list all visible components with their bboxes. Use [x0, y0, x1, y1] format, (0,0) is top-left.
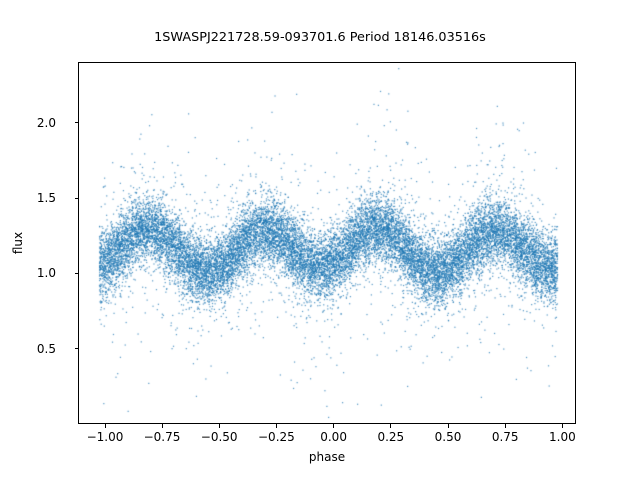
xtick-mark: [504, 424, 506, 428]
ytick-label: 1.5: [36, 191, 56, 205]
xtick-mark: [218, 424, 220, 428]
xtick-mark: [561, 424, 563, 428]
xtick-label: 0.75: [491, 430, 519, 444]
xtick-mark: [447, 424, 449, 428]
ytick-label: 2.0: [36, 115, 56, 130]
xtick-mark: [104, 424, 106, 428]
ytick-label: 0.5: [36, 341, 56, 356]
xtick-mark: [275, 424, 277, 428]
ytick-label: 1.0: [36, 266, 56, 281]
xtick-label: −0.75: [143, 430, 181, 444]
xtick-label: 0.00: [320, 430, 347, 444]
xtick-label: 0.50: [434, 430, 462, 444]
xtick-mark: [390, 424, 392, 428]
xtick-label: 0.25: [377, 430, 405, 444]
plot-axes: [78, 62, 576, 424]
xtick-label: −0.25: [258, 430, 295, 444]
ytick-mark: [74, 272, 78, 274]
xtick-mark: [161, 424, 163, 428]
ytick-mark: [74, 197, 78, 199]
xtick-label: 1.00: [549, 430, 576, 444]
ytick-mark: [74, 348, 78, 350]
ytick-mark: [74, 122, 78, 124]
scatter-plot-canvas: [79, 63, 575, 423]
xtick-label: −0.50: [200, 430, 238, 444]
y-axis-label: flux: [11, 231, 25, 255]
page-title: 1SWASPJ221728.59-093701.6 Period 18146.0…: [154, 30, 486, 45]
xtick-label: −1.00: [86, 430, 124, 444]
xtick-mark: [333, 424, 335, 428]
x-axis-label: phase: [308, 450, 346, 464]
